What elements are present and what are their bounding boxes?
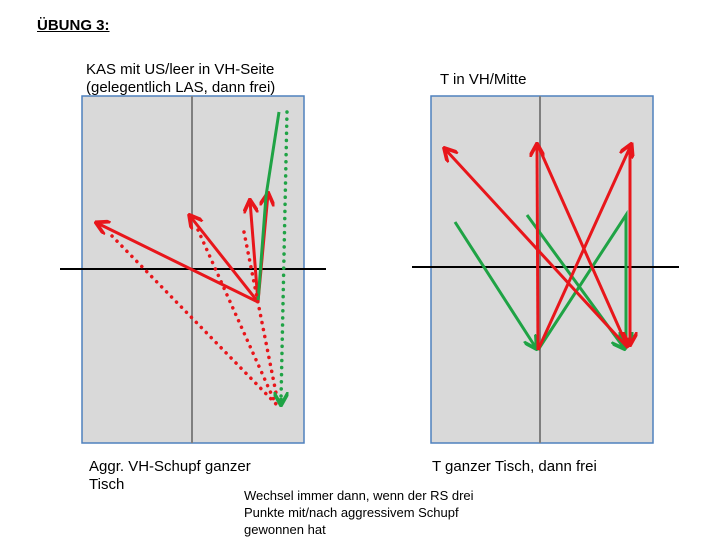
top-label: T in VH/Mitte	[440, 71, 526, 89]
bottom-label: Aggr. VH-Schupf ganzer Tisch	[89, 458, 251, 494]
arrows-left	[97, 110, 289, 404]
arrows-right	[445, 145, 631, 350]
bottom-label: T ganzer Tisch, dann frei	[432, 458, 597, 476]
top-label: KAS mit US/leer in VH-Seite (gelegentlich…	[86, 61, 275, 97]
label-line: T in VH/Mitte	[440, 71, 527, 88]
label-line: Tisch	[89, 476, 125, 493]
note-line: gewonnen hat	[244, 522, 326, 537]
table-right	[430, 95, 654, 444]
title: ÜBUNG 3:	[37, 17, 110, 34]
label-line: (gelegentlich LAS, dann frei)	[86, 79, 276, 96]
note: Wechsel immer dann, wenn der RS drei Punk…	[244, 487, 474, 538]
note-line: Wechsel immer dann, wenn der RS drei	[244, 488, 474, 503]
label-line: KAS mit US/leer in VH-Seite	[86, 61, 275, 78]
note-line: Punkte mit/nach aggressivem Schupf	[244, 505, 459, 520]
label-line: Aggr. VH-Schupf ganzer	[89, 458, 251, 475]
label-line: T ganzer Tisch, dann frei	[432, 458, 597, 475]
